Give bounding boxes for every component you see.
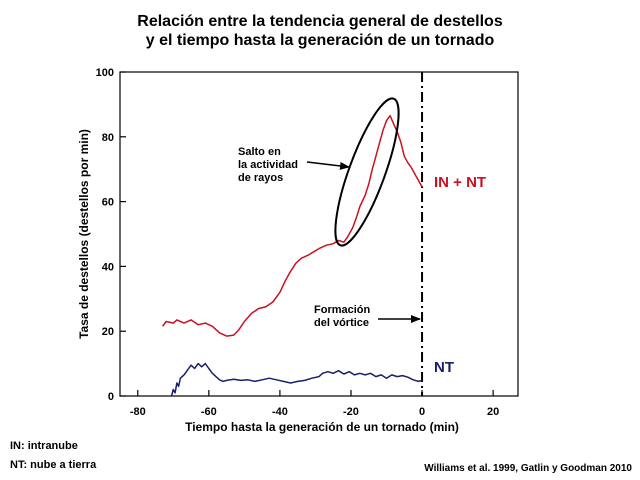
annotation-jump-arrow bbox=[306, 161, 350, 170]
x-tick-label: -40 bbox=[272, 406, 288, 418]
annotation-jump-text: de rayos bbox=[238, 172, 283, 184]
plot-frame bbox=[119, 71, 519, 397]
x-tick-label: -20 bbox=[343, 406, 359, 418]
y-axis-label: Tasa de destellos (destellos por min) bbox=[77, 129, 91, 339]
chart-title-line: Relación entre la tendencia general de d… bbox=[137, 13, 503, 30]
legend-note-in: IN: intranube bbox=[10, 440, 78, 452]
series-line-nt bbox=[170, 362, 423, 397]
chart-title: Relación entre la tendencia general de d… bbox=[137, 13, 503, 49]
annotation-vortex-text: del vórtice bbox=[314, 317, 369, 329]
series-lines bbox=[162, 114, 423, 397]
x-tick-label: -60 bbox=[201, 406, 217, 418]
jump-highlight-ellipse bbox=[334, 97, 400, 247]
series-label: IN + NT bbox=[434, 174, 486, 191]
series-line-in-nt bbox=[162, 114, 423, 337]
chart-title-line: y el tiempo hasta la generación de un to… bbox=[146, 32, 495, 49]
annotation-jump-text: la actividad bbox=[238, 159, 298, 171]
axis-ticks: -80 -60 -40 -20 0 20 0 20 40 60 80 100 bbox=[96, 67, 500, 418]
annotation-jump-text: Salto en bbox=[238, 146, 281, 158]
y-tick-label: 100 bbox=[96, 67, 114, 79]
y-tick-label: 40 bbox=[102, 261, 114, 273]
x-tick-label: 20 bbox=[487, 406, 499, 418]
y-tick-label: 0 bbox=[108, 391, 114, 403]
x-axis-label: Tiempo hasta la generación de un tornado… bbox=[185, 420, 459, 434]
y-tick-label: 20 bbox=[102, 326, 114, 338]
y-tick-label: 80 bbox=[102, 132, 114, 144]
legend-note-nt: NT: nube a tierra bbox=[10, 459, 97, 471]
series-label: NT bbox=[434, 359, 454, 376]
series-labels: IN + NT NT bbox=[434, 174, 486, 376]
annotation-vortex-text: Formación bbox=[314, 304, 371, 316]
source-citation: Williams et al. 1999, Gatlin y Goodman 2… bbox=[424, 463, 632, 474]
y-tick-label: 60 bbox=[102, 197, 114, 209]
x-tick-label: -80 bbox=[130, 406, 146, 418]
x-tick-label: 0 bbox=[419, 406, 425, 418]
